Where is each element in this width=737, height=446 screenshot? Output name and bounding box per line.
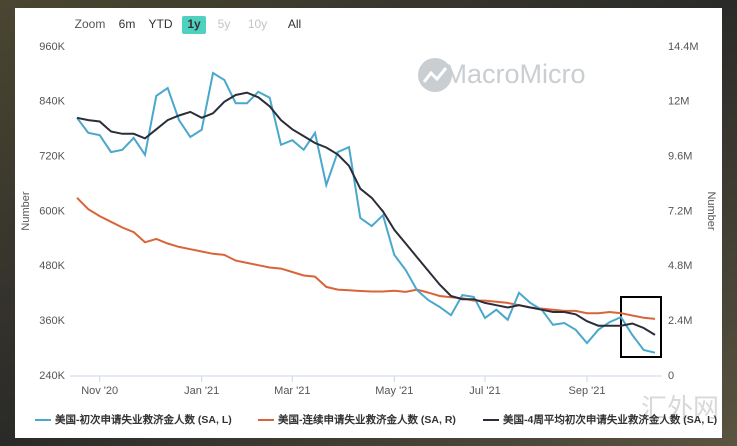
x-tick-label: Sep '21 — [569, 385, 606, 397]
legend-label[interactable]: 美国-4周平均初次申请失业救济金人数 (SA, L) — [503, 413, 717, 426]
highlight-box — [620, 296, 662, 358]
y-tick-label: 840K — [39, 96, 65, 108]
y2-tick-label: 7.2M — [668, 205, 692, 217]
y2-axis-title: Number — [705, 191, 717, 230]
zoom-button[interactable]: All — [288, 17, 301, 31]
zoom-button[interactable]: 10y — [248, 17, 267, 31]
x-tick-label: May '21 — [375, 385, 413, 397]
y-tick-label: 600K — [39, 205, 65, 217]
series-line — [76, 91, 656, 336]
y-axis-title: Number — [20, 191, 32, 230]
y2-tick-label: 9.6M — [668, 151, 692, 163]
y2-tick-label: 2.4M — [668, 315, 692, 327]
watermark: MacroMicro — [444, 59, 585, 89]
y-tick-label: 360K — [39, 315, 65, 327]
zoom-button[interactable]: 6m — [119, 17, 136, 31]
zoom-button[interactable]: 5y — [218, 17, 231, 31]
y-tick-label: 480K — [39, 260, 65, 272]
y-tick-label: 720K — [39, 151, 65, 163]
y-tick-label: 240K — [39, 370, 65, 382]
y2-tick-label: 12M — [668, 96, 689, 108]
y-tick-label: 960K — [39, 41, 65, 53]
legend-label[interactable]: 美国-连续申请失业救济金人数 (SA, R) — [278, 413, 456, 426]
x-tick-label: Mar '21 — [274, 385, 310, 397]
zoom-button-bg — [182, 16, 206, 34]
x-tick-label: Nov '20 — [81, 385, 118, 397]
zoom-label: Zoom — [75, 17, 106, 31]
watermark-logo-mark — [422, 67, 448, 83]
x-tick-label: Jan '21 — [184, 385, 219, 397]
y2-tick-label: 0 — [668, 370, 674, 382]
series-line — [76, 197, 656, 320]
y2-tick-label: 14.4M — [668, 41, 699, 53]
y2-tick-label: 4.8M — [668, 260, 692, 272]
series-line — [76, 71, 656, 354]
corner-watermark: 汇外网 — [641, 393, 719, 423]
zoom-button[interactable]: YTD — [149, 17, 173, 31]
zoom-button[interactable]: 1y — [187, 17, 201, 31]
x-tick-label: Jul '21 — [469, 385, 500, 397]
legend-label[interactable]: 美国-初次申请失业救济金人数 (SA, L) — [55, 413, 232, 426]
